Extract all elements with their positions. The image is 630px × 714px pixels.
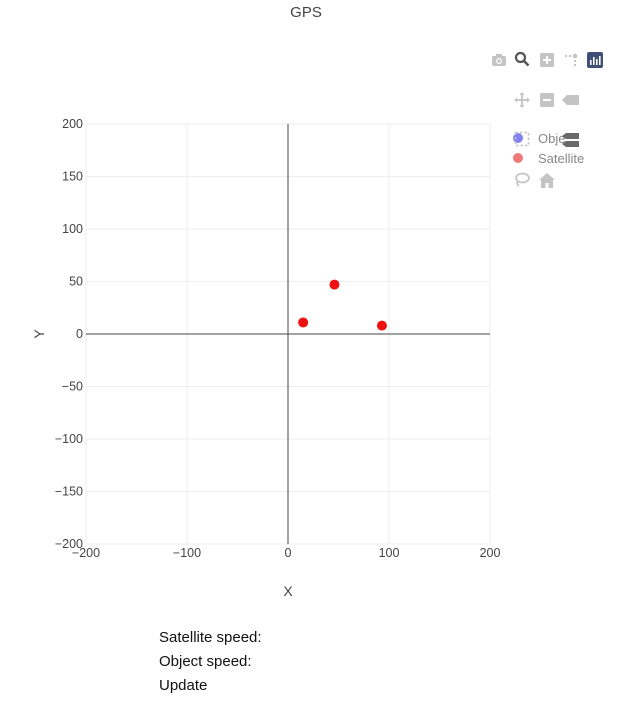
home-icon[interactable] (538, 171, 556, 189)
spike-icon[interactable] (562, 51, 580, 69)
y-tick-label: −100 (55, 432, 83, 446)
point-satellite[interactable] (329, 279, 340, 290)
y-tick-label: −50 (62, 380, 83, 394)
x-tick-label: 200 (480, 546, 501, 560)
x-axis-label: X (283, 583, 293, 599)
y-tick-label: −150 (55, 485, 83, 499)
hover-compare-icon[interactable] (562, 131, 580, 149)
chart-title: GPS (290, 4, 322, 21)
gps-scatter-plot[interactable]: −200 −100 0 100 200 −200 −150 −100 −50 0 50 100 150 2… (0, 0, 630, 610)
legend[interactable]: Obje Satellite (513, 131, 584, 166)
pan-icon[interactable] (513, 91, 531, 109)
points-layer (298, 279, 387, 331)
plotly-logo-icon[interactable] (586, 51, 604, 69)
legend-label-satellite[interactable]: Satellite (538, 151, 584, 166)
y-tick-label: 100 (62, 222, 83, 236)
y-tick-label: 200 (62, 117, 83, 131)
legend-marker-object (513, 133, 523, 143)
box-select-icon[interactable] (513, 130, 531, 148)
zoom-icon[interactable] (513, 50, 531, 68)
controls-panel: Satellite speed: Object speed: Update (159, 626, 262, 698)
x-tick-label: −200 (72, 546, 100, 560)
zoom-out-icon[interactable] (538, 91, 556, 109)
y-tick-label: 0 (76, 327, 83, 341)
y-tick-label: 150 (62, 170, 83, 184)
object-speed-label: Object speed: (159, 653, 252, 670)
point-satellite[interactable] (298, 317, 309, 328)
x-tick-label: 100 (379, 546, 400, 560)
legend-marker-satellite (513, 153, 523, 163)
x-tick-label: −100 (173, 546, 201, 560)
y-axis-label: Y (31, 329, 47, 339)
tick-layer: −200 −100 0 100 200 −200 −150 −100 −50 0 50 100 150 2… (55, 117, 501, 560)
zoom-in-icon[interactable] (538, 51, 556, 69)
y-tick-label: 50 (69, 275, 83, 289)
point-satellite[interactable] (376, 320, 387, 331)
satellite-speed-label: Satellite speed: (159, 629, 262, 646)
x-tick-label: 0 (285, 546, 292, 560)
hover-closest-icon[interactable] (562, 91, 580, 109)
camera-icon[interactable] (490, 51, 508, 69)
update-button[interactable]: Update (159, 677, 208, 694)
legend-label-object[interactable]: Obje (538, 131, 565, 146)
lasso-icon[interactable] (513, 171, 531, 189)
y-tick-label: −200 (55, 537, 83, 551)
axis-layer (86, 124, 490, 544)
